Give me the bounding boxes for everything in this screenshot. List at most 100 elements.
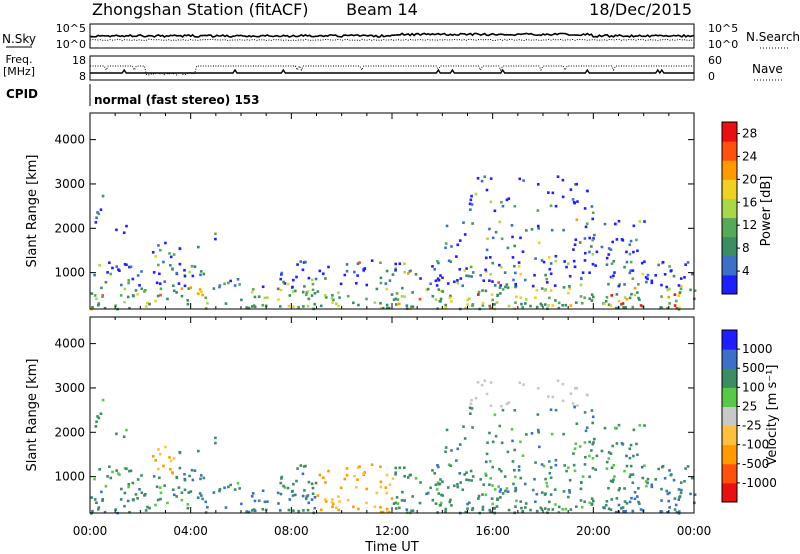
velocity-cell — [223, 486, 226, 490]
power-cell — [331, 301, 334, 305]
power-cell — [518, 177, 522, 181]
power-cell — [449, 294, 452, 298]
power-cell — [127, 281, 130, 285]
power-cell — [636, 249, 639, 253]
velocity-cell — [525, 433, 528, 436]
power-cell — [456, 243, 460, 247]
power-cell — [388, 279, 392, 282]
velocity-cell — [470, 398, 473, 402]
power-cell — [398, 262, 402, 266]
velocity-cell — [319, 508, 323, 512]
power-cell — [123, 300, 126, 304]
power-cell — [684, 263, 687, 266]
power-cell — [590, 293, 594, 296]
velocity-cell — [250, 494, 254, 498]
power-cell — [175, 291, 178, 294]
power-cell — [588, 271, 591, 275]
power-cell — [123, 287, 127, 291]
velocity-cell — [506, 450, 510, 454]
power-cell — [343, 273, 347, 277]
velocity-cell — [310, 482, 314, 486]
velocity-cell — [288, 498, 292, 501]
power-cell — [549, 272, 553, 276]
velocity-cell — [439, 478, 442, 481]
velocity-cell — [338, 500, 341, 503]
power-cell — [633, 293, 637, 297]
velocity-cell — [394, 472, 397, 476]
power-cell — [164, 241, 167, 245]
velocity-cell — [114, 508, 117, 511]
power-cell — [500, 237, 504, 241]
velocity-cell — [224, 506, 228, 509]
power-cell — [618, 283, 622, 286]
velocity-cell — [411, 495, 414, 498]
velocity-cell — [163, 484, 167, 487]
power-cell — [354, 281, 358, 285]
power-cell — [280, 271, 284, 275]
velocity-cell — [128, 469, 131, 473]
power-cell — [251, 288, 255, 291]
velocity-cell — [101, 398, 105, 402]
power-cell — [583, 207, 587, 210]
velocity-cell — [484, 474, 488, 477]
velocity-cell — [485, 452, 489, 456]
velocity-cell — [600, 449, 604, 453]
power-cell — [628, 296, 632, 300]
velocity-cell — [498, 467, 501, 471]
velocity-colorbar-label: 500 — [742, 361, 765, 375]
velocity-cell — [337, 508, 340, 512]
power-cell — [223, 282, 226, 286]
velocity-cell — [547, 395, 550, 398]
power-cell — [538, 241, 541, 245]
velocity-cell — [643, 424, 646, 427]
velocity-cell — [519, 500, 523, 503]
velocity-cell — [410, 509, 413, 513]
velocity-cell — [324, 481, 327, 484]
power-cell — [247, 306, 251, 310]
velocity-cell — [375, 491, 379, 495]
power-cell — [352, 301, 355, 305]
power-cell — [677, 294, 681, 297]
power-cell — [345, 263, 349, 266]
power-cell — [554, 259, 558, 263]
power-cell — [384, 282, 388, 285]
velocity-cell — [466, 502, 469, 506]
power-colorbar-label: Power [dB] — [759, 176, 774, 247]
power-cell — [574, 183, 577, 186]
velocity-cell — [264, 508, 268, 512]
velocity-cell — [188, 474, 191, 478]
power-colorbar-swatch — [722, 236, 737, 257]
power-cell — [505, 198, 509, 202]
velocity-cell — [495, 505, 499, 508]
velocity-cell — [625, 464, 629, 468]
velocity-cell — [379, 485, 383, 489]
velocity-cell — [590, 503, 594, 506]
x-tick-label: 00:00 — [677, 524, 712, 538]
velocity-cell — [557, 505, 561, 509]
velocity-cell — [398, 466, 402, 470]
power-cell — [401, 286, 404, 290]
velocity-cell — [433, 472, 437, 475]
velocity-cell — [447, 463, 451, 467]
velocity-cell — [677, 510, 681, 513]
velocity-cell — [561, 399, 565, 403]
velocity-cell — [306, 508, 310, 512]
velocity-cell — [365, 487, 369, 491]
power-cell — [644, 276, 648, 279]
nave-tick-top: 60 — [708, 54, 722, 67]
velocity-colorbar-swatch — [722, 425, 737, 446]
power-cell — [623, 283, 626, 286]
velocity-cell — [279, 492, 283, 496]
velocity-cell — [400, 499, 404, 502]
power-cell — [392, 298, 396, 301]
power-cell — [455, 255, 458, 258]
velocity-cell — [390, 497, 394, 500]
velocity-cell — [310, 498, 314, 501]
velocity-cell — [419, 481, 422, 484]
power-cell — [196, 292, 200, 296]
power-cell — [400, 295, 404, 298]
velocity-cell — [574, 505, 578, 508]
velocity-cell — [572, 452, 575, 455]
velocity-colorbar-swatch — [722, 330, 737, 350]
velocity-cell — [623, 469, 626, 473]
